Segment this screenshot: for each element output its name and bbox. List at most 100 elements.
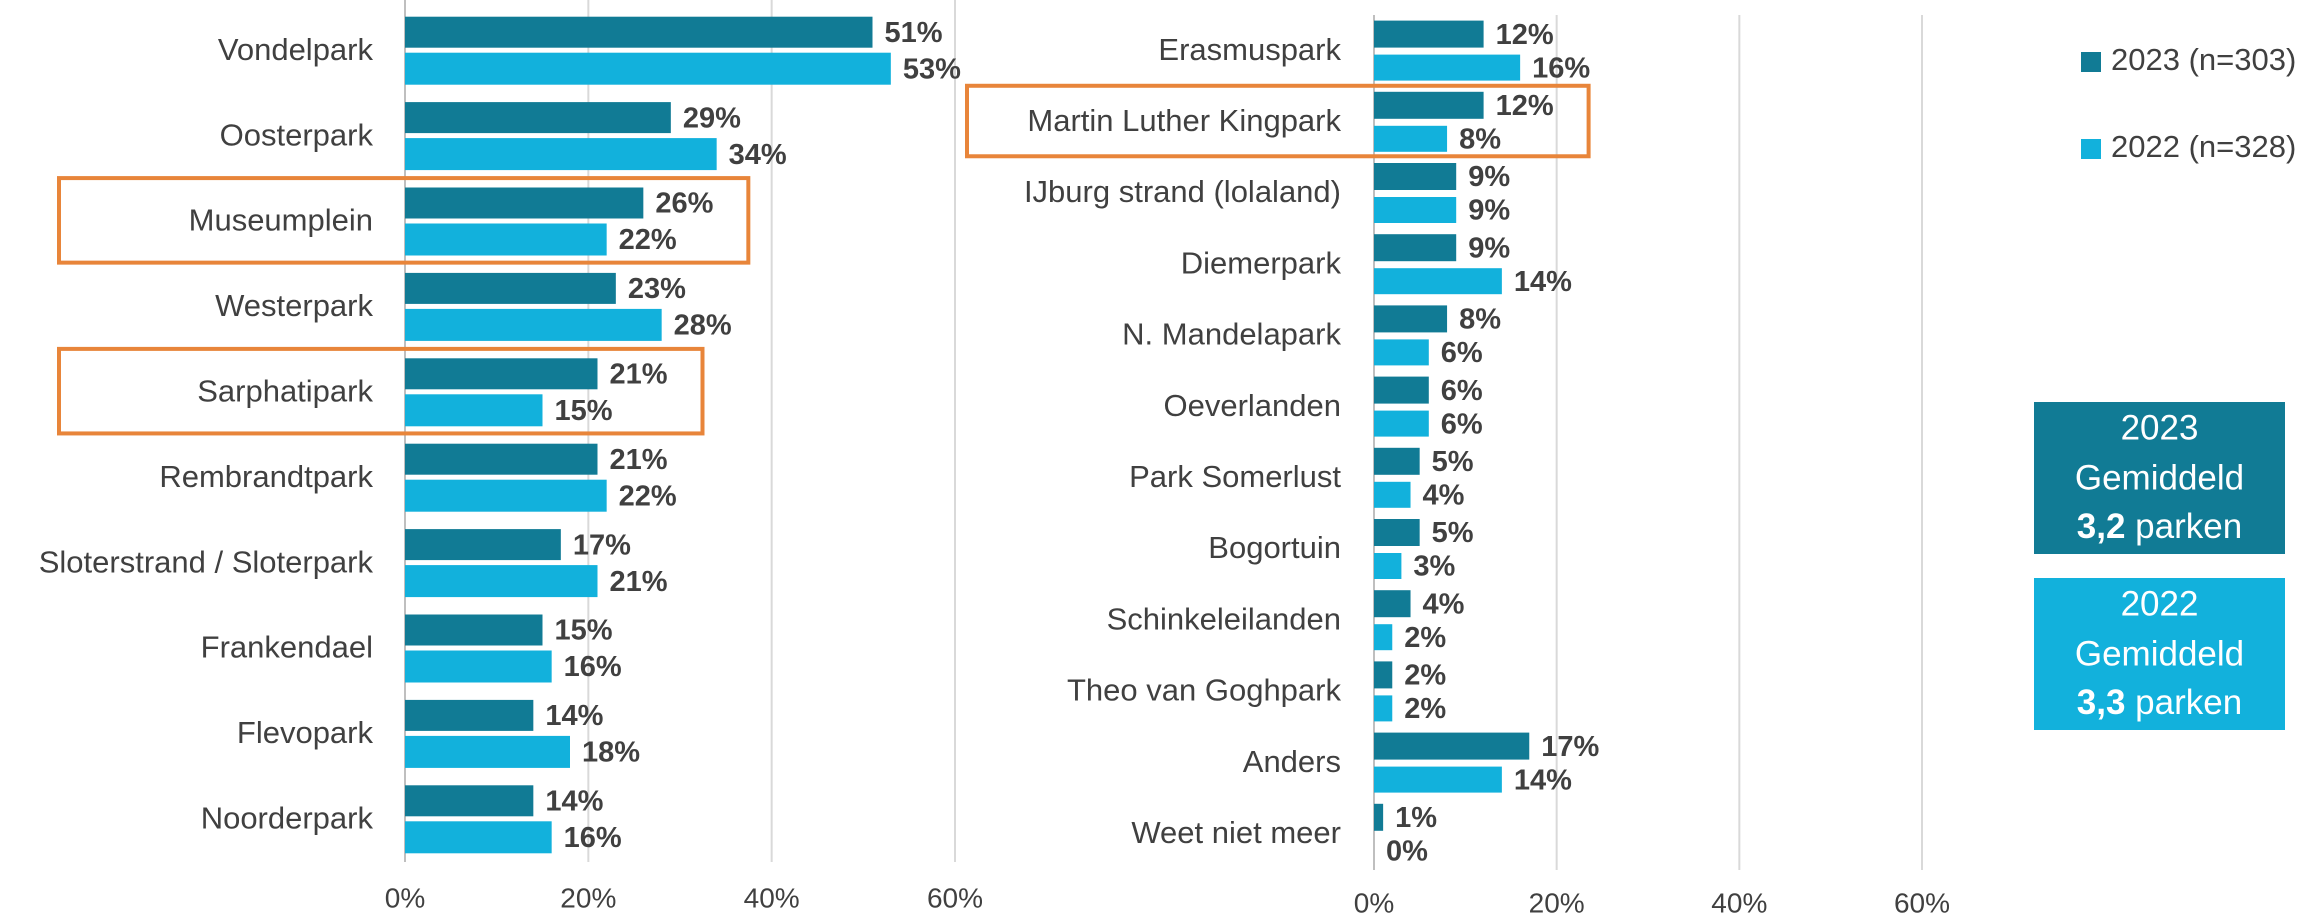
bar xyxy=(405,187,644,219)
bar xyxy=(405,223,607,256)
bar xyxy=(405,52,891,85)
bar xyxy=(1374,590,1411,618)
value-label: 26% xyxy=(655,188,713,220)
x-tick-label: 40% xyxy=(1711,887,1767,917)
bar xyxy=(405,614,543,646)
bar xyxy=(1374,766,1502,793)
x-tick-label: 0% xyxy=(1354,887,1394,917)
value-label: 14% xyxy=(1514,266,1572,298)
bar xyxy=(405,102,671,134)
bar xyxy=(1374,197,1457,223)
value-label: 4% xyxy=(1423,588,1465,620)
value-label: 5% xyxy=(1432,446,1474,478)
value-label: 23% xyxy=(628,273,686,305)
value-label: 6% xyxy=(1441,337,1483,369)
category-label: Weet niet meer xyxy=(1131,815,1341,850)
summary-box xyxy=(2034,578,2285,730)
category-label: Theo van Goghpark xyxy=(1067,673,1342,708)
value-label: 14% xyxy=(1514,764,1572,796)
value-label: 53% xyxy=(903,53,961,85)
category-label: Anders xyxy=(1243,744,1341,779)
bar xyxy=(1374,91,1484,119)
value-label: 18% xyxy=(582,737,640,769)
bar xyxy=(1374,447,1420,475)
bar xyxy=(1374,519,1420,546)
value-label: 12% xyxy=(1496,90,1554,122)
value-label: 9% xyxy=(1468,232,1510,264)
value-label: 51% xyxy=(885,17,943,49)
value-label: 14% xyxy=(545,700,603,732)
summary-year: 2023 xyxy=(2121,408,2199,447)
value-label: 15% xyxy=(555,615,613,647)
bar xyxy=(405,479,607,512)
bar xyxy=(1374,803,1384,831)
category-label: Westerpark xyxy=(215,288,373,323)
summary-value: 3,2 parken xyxy=(2077,507,2242,546)
value-label: 2% xyxy=(1404,622,1446,654)
value-label: 12% xyxy=(1496,19,1554,51)
bar xyxy=(1374,661,1393,689)
value-label: 6% xyxy=(1441,408,1483,440)
legend-swatch xyxy=(2081,52,2101,72)
bar xyxy=(1374,481,1411,508)
value-label: 22% xyxy=(619,480,677,512)
bar xyxy=(1374,125,1448,152)
bar xyxy=(1374,553,1402,579)
value-label: 16% xyxy=(564,651,622,683)
category-label: Museumplein xyxy=(189,203,373,238)
bar xyxy=(1374,234,1457,262)
x-tick-label: 20% xyxy=(560,882,616,913)
value-label: 34% xyxy=(729,139,787,171)
x-tick-label: 60% xyxy=(927,882,983,913)
value-label: 8% xyxy=(1459,123,1501,155)
value-label: 9% xyxy=(1468,195,1510,227)
legend-label: 2022 (n=328) xyxy=(2111,129,2296,164)
bar xyxy=(1374,695,1393,722)
bar xyxy=(405,529,561,561)
bar xyxy=(1374,305,1448,333)
bar xyxy=(1374,268,1502,295)
value-label: 1% xyxy=(1395,802,1437,834)
highlight-box xyxy=(965,83,1591,159)
category-label: Sarphatipark xyxy=(197,373,373,408)
category-label: N. Mandelapark xyxy=(1122,317,1341,352)
summary-unit: parken xyxy=(2135,683,2242,722)
value-label: 8% xyxy=(1459,304,1501,336)
category-label: IJburg strand (lolaland) xyxy=(1024,174,1341,209)
bar xyxy=(1374,376,1429,404)
category-label: Oosterpark xyxy=(220,117,374,152)
category-label: Park Somerlust xyxy=(1129,459,1341,494)
value-label: 22% xyxy=(619,224,677,256)
category-label: Vondelpark xyxy=(218,32,374,67)
value-label: 28% xyxy=(674,310,732,342)
legend-swatch xyxy=(2081,139,2101,159)
category-label: Frankendael xyxy=(201,630,373,665)
highlight-box xyxy=(57,176,751,265)
category-label: Schinkeleilanden xyxy=(1107,601,1341,636)
summary-number: 3,3 xyxy=(2077,683,2126,722)
x-tick-label: 60% xyxy=(1894,887,1950,917)
category-label: Bogortuin xyxy=(1208,530,1341,565)
bar xyxy=(1374,163,1457,190)
bar xyxy=(405,443,598,475)
category-label: Martin Luther Kingpark xyxy=(1027,103,1341,138)
value-label: 21% xyxy=(610,566,668,598)
category-label: Flevopark xyxy=(237,715,374,750)
value-label: 9% xyxy=(1468,161,1510,193)
value-label: 3% xyxy=(1413,551,1455,583)
value-label: 0% xyxy=(1386,835,1428,867)
bar xyxy=(1374,339,1429,366)
value-label: 2% xyxy=(1404,660,1446,692)
bar xyxy=(405,735,570,768)
bar xyxy=(405,272,616,304)
bar xyxy=(405,565,598,598)
value-label: 2% xyxy=(1404,693,1446,725)
value-label: 21% xyxy=(610,444,668,476)
summary-value: 3,3 parken xyxy=(2077,683,2242,722)
x-tick-label: 0% xyxy=(385,882,425,913)
bar xyxy=(1374,54,1521,81)
category-label: Oeverlanden xyxy=(1163,388,1341,423)
value-label: 14% xyxy=(545,785,603,817)
bar xyxy=(405,785,534,817)
